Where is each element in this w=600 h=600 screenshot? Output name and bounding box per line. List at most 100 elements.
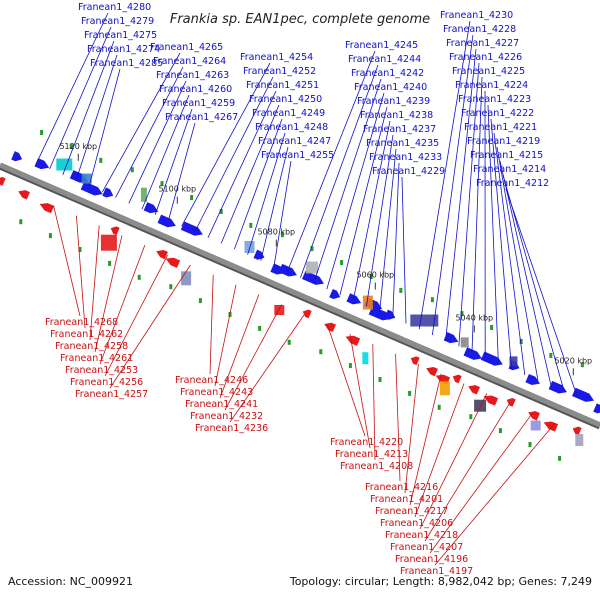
forward-leader-line <box>141 94 190 210</box>
forward-gene-label: Franean1_4215 <box>470 150 543 161</box>
marker-dash <box>160 181 164 187</box>
forward-leader-line <box>102 52 181 193</box>
forward-gene-arrow <box>253 249 265 260</box>
reverse-leader-line <box>214 284 237 387</box>
forward-gene-arrow <box>346 293 362 305</box>
forward-leader-line <box>379 148 397 313</box>
forward-gene-label: Franean1_4245 <box>345 40 418 51</box>
marker-dash <box>258 325 262 331</box>
forward-leader-line <box>154 108 193 215</box>
marker-dash <box>498 428 502 434</box>
feature-block <box>509 356 518 367</box>
reverse-gene-label: Franean1_4257 <box>75 389 148 400</box>
reverse-gene-arrow <box>543 421 559 432</box>
forward-leader-line <box>286 50 376 273</box>
forward-gene-label: Franean1_4227 <box>446 38 519 49</box>
forward-gene-label: Franean1_4275 <box>84 30 157 41</box>
reverse-gene-label: Franean1_4253 <box>65 365 138 376</box>
forward-leader-line <box>300 64 379 278</box>
forward-gene-arrow <box>480 351 503 366</box>
forward-gene-arrow <box>384 309 396 320</box>
label-leader-lines <box>36 12 578 566</box>
forward-gene-arrow <box>80 181 103 196</box>
forward-gene-label: Franean1_4250 <box>249 94 322 105</box>
feature-block <box>56 158 73 171</box>
marker-dash <box>528 442 532 447</box>
forward-gene-label: Franean1_4265 <box>150 42 223 53</box>
marker-dash <box>280 232 284 238</box>
marker-dash <box>549 352 553 358</box>
forward-gene-arrow <box>302 270 324 285</box>
forward-leader-line <box>313 78 382 284</box>
forward-gene-label: Franean1_4239 <box>357 96 430 107</box>
forward-leader-line <box>273 160 292 267</box>
reverse-gene-arrow <box>110 226 120 236</box>
forward-gene-arrow <box>443 332 459 344</box>
reverse-leader-line <box>94 235 123 353</box>
reverse-leader-line <box>219 294 260 399</box>
forward-gene-label: Franean1_4225 <box>452 66 525 77</box>
forward-gene-label: Franean1_4255 <box>261 150 334 161</box>
forward-leader-line <box>499 160 552 387</box>
reverse-leader-line <box>349 334 371 449</box>
marker-dash <box>348 363 352 369</box>
forward-leader-line <box>49 26 112 170</box>
forward-leader-line <box>471 76 483 353</box>
feature-block <box>474 399 487 412</box>
marker-dash <box>169 284 173 290</box>
scale-label: 5060 kbp <box>356 271 394 280</box>
reverse-leader-line <box>89 225 100 341</box>
forward-leader-line <box>207 90 277 238</box>
reverse-leader-line <box>372 343 376 461</box>
feature-block <box>410 314 439 327</box>
forward-gene-arrow <box>593 403 600 414</box>
feature-block <box>140 187 147 202</box>
forward-gene-label: Franean1_4274 <box>87 44 160 55</box>
forward-gene-arrow <box>157 214 176 228</box>
scale-label: 5100 kbp <box>158 185 196 194</box>
forward-gene-arrow <box>143 202 159 214</box>
forward-gene-label: Franean1_4264 <box>153 56 226 67</box>
marker-dash <box>580 362 584 368</box>
feature-block <box>460 337 469 348</box>
forward-gene-label: Franean1_4249 <box>252 108 325 119</box>
forward-gene-label: Franean1_4247 <box>258 136 331 147</box>
reverse-leader-line <box>419 393 488 530</box>
forward-leader-line <box>88 68 121 187</box>
reverse-leader-line <box>429 412 533 554</box>
forward-gene-label: Franean1_4238 <box>360 110 433 121</box>
marker-dash <box>558 455 562 461</box>
forward-gene-label: Franean1_4285 <box>90 58 163 69</box>
forward-gene-arrow <box>34 158 50 170</box>
forward-leader-line <box>181 62 271 227</box>
scale-label: 5120 kbp <box>59 142 97 151</box>
reverse-gene-arrow <box>506 397 516 407</box>
forward-leader-line <box>194 76 274 233</box>
reverse-leader-line <box>409 373 442 506</box>
forward-leader-line <box>418 20 471 330</box>
reverse-gene-arrow <box>0 176 6 186</box>
reverse-gene-label: Franean1_4197 <box>400 566 473 577</box>
feature-block <box>439 381 450 396</box>
reverse-leader-line <box>326 324 366 437</box>
reverse-leader-line <box>424 403 510 542</box>
marker-dash <box>399 287 403 293</box>
marker-dash <box>78 247 82 252</box>
forward-leader-line <box>36 12 109 164</box>
reverse-leader-line <box>76 215 86 329</box>
reverse-gene-arrow <box>426 366 438 377</box>
forward-gene-arrow <box>102 187 114 198</box>
reverse-gene-arrow <box>528 411 540 421</box>
forward-leader-line <box>490 118 512 370</box>
forward-gene-arrow <box>548 380 567 394</box>
scale-label: 5080 kbp <box>257 228 295 237</box>
map-title: Frankia sp. EAN1pec, complete genome <box>170 12 430 27</box>
forward-gene-label: Franean1_4254 <box>240 52 313 63</box>
reverse-gene-arrow <box>483 395 499 406</box>
reverse-gene-arrow <box>302 309 312 319</box>
gene-glyphs <box>0 130 600 461</box>
forward-leader-line <box>432 34 474 335</box>
marker-dash <box>190 195 194 200</box>
reverse-gene-label: Franean1_4218 <box>385 530 458 541</box>
